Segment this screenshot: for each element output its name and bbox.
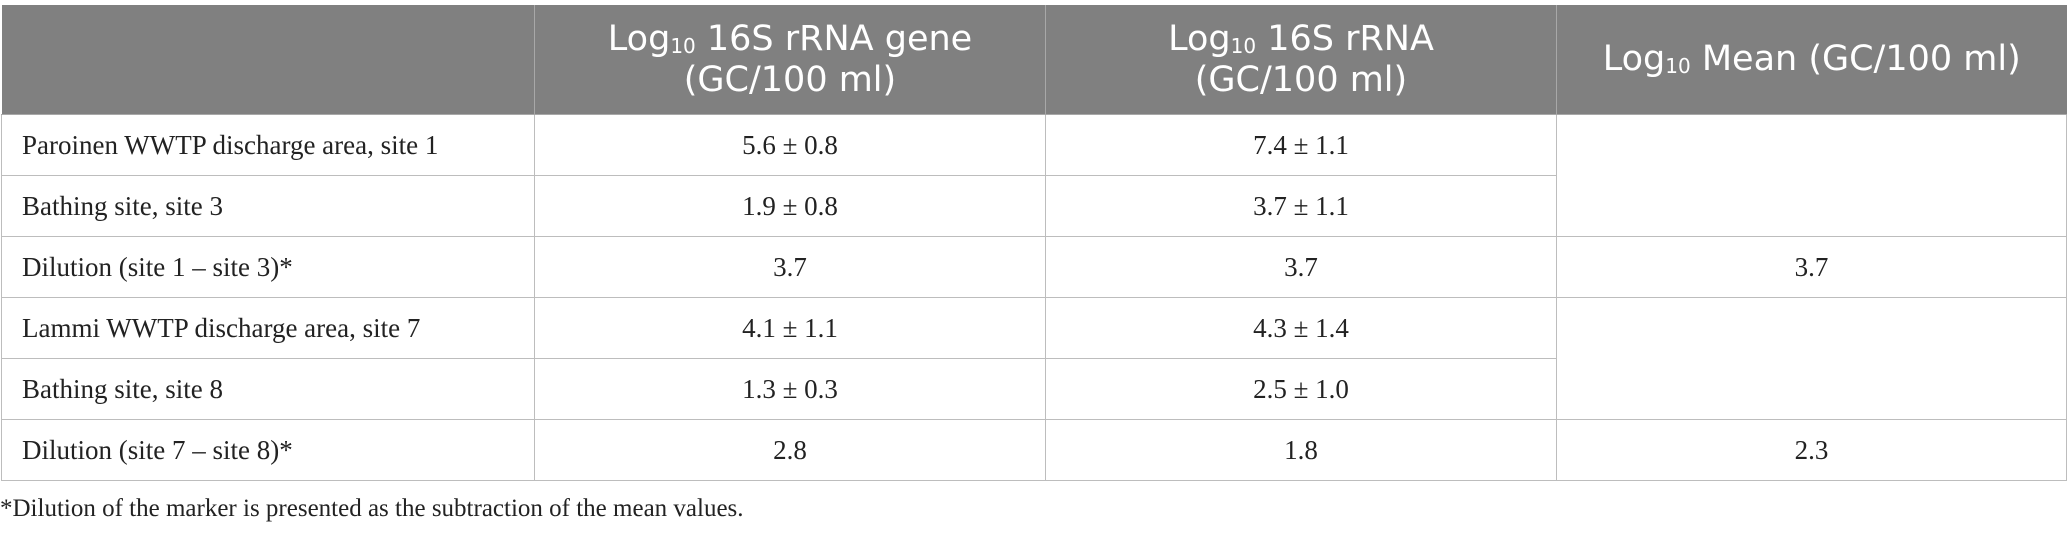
- table-row: Lammi WWTP discharge area, site 7 4.1 ± …: [1, 297, 2067, 420]
- mean-value-empty: [1556, 114, 2067, 237]
- gene-value: 4.1 ± 1.1: [534, 297, 1046, 359]
- mean-value: 3.7: [1556, 236, 2067, 298]
- rrna-value: 2.5 ± 1.0: [1045, 358, 1557, 420]
- rrna-value: 1.8: [1045, 419, 1557, 481]
- table-row: Dilution (site 1 – site 3)* 3.7 3.7 3.7: [1, 236, 2067, 298]
- row-label: Dilution (site 7 – site 8)*: [1, 419, 535, 481]
- gene-value: 1.3 ± 0.3: [534, 358, 1046, 420]
- header-mean: Log10 Mean (GC/100 ml): [1556, 5, 2067, 115]
- row-label: Bathing site, site 3: [1, 175, 535, 237]
- rrna-value: 3.7 ± 1.1: [1045, 175, 1557, 237]
- row-label: Bathing site, site 8: [1, 358, 535, 420]
- table-container: Log10 16S rRNA gene (GC/100 ml) Log10 16…: [0, 5, 2067, 481]
- row-label: Paroinen WWTP discharge area, site 1: [1, 114, 535, 176]
- gene-value: 2.8: [534, 419, 1046, 481]
- header-16s-rrna: Log10 16S rRNA (GC/100 ml): [1045, 5, 1557, 115]
- mean-value-empty: [1556, 297, 2067, 420]
- results-table: Log10 16S rRNA gene (GC/100 ml) Log10 16…: [1, 5, 2067, 481]
- row-label: Dilution (site 1 – site 3)*: [1, 236, 535, 298]
- table-footnote: *Dilution of the marker is presented as …: [0, 495, 744, 522]
- gene-value: 1.9 ± 0.8: [534, 175, 1046, 237]
- table-row: Dilution (site 7 – site 8)* 2.8 1.8 2.3: [1, 419, 2067, 481]
- gene-value: 3.7: [534, 236, 1046, 298]
- row-label: Lammi WWTP discharge area, site 7: [1, 297, 535, 359]
- mean-value: 2.3: [1556, 419, 2067, 481]
- rrna-value: 3.7: [1045, 236, 1557, 298]
- gene-value: 5.6 ± 0.8: [534, 114, 1046, 176]
- header-row: Log10 16S rRNA gene (GC/100 ml) Log10 16…: [1, 5, 2067, 115]
- table-row: Paroinen WWTP discharge area, site 1 5.6…: [1, 114, 2067, 237]
- header-empty: [1, 5, 535, 115]
- table-row: Bathing site, site 3 1.9 ± 0.8 3.7 ± 1.1: [1, 175, 2067, 237]
- rrna-value: 7.4 ± 1.1: [1045, 114, 1557, 176]
- rrna-value: 4.3 ± 1.4: [1045, 297, 1557, 359]
- header-16s-rrna-gene: Log10 16S rRNA gene (GC/100 ml): [534, 5, 1046, 115]
